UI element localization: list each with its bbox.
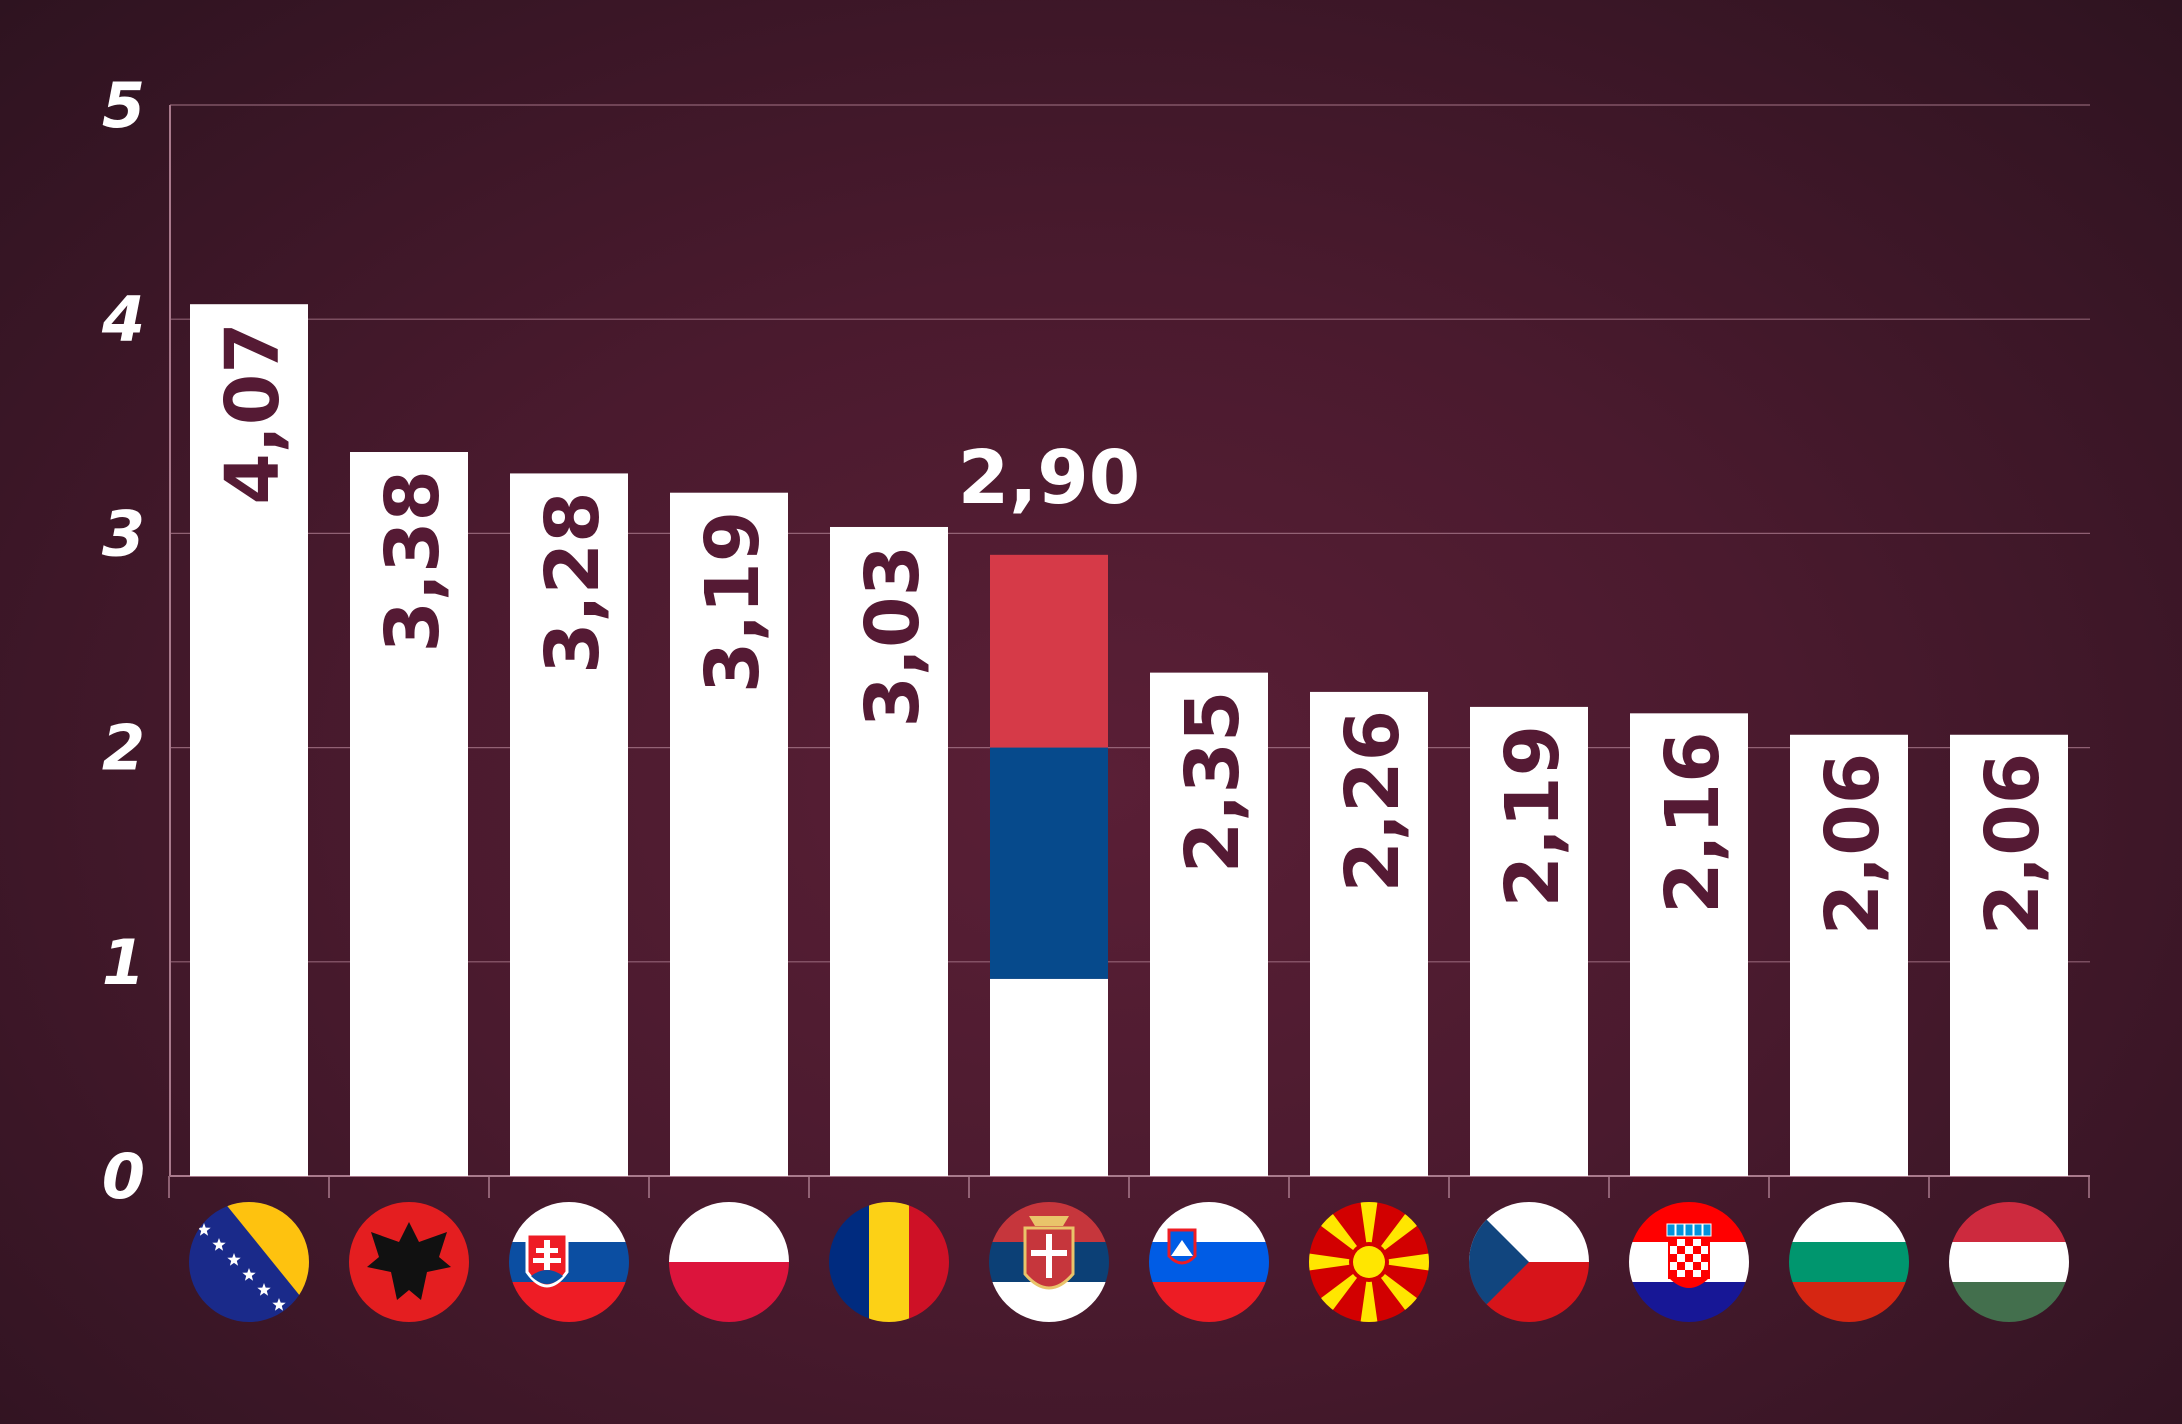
bars: [190, 304, 2068, 1176]
bar: [1310, 691, 1428, 1176]
y-axis: 0 1 2 3 4 5: [101, 69, 2090, 1213]
value-label: 3,19: [690, 511, 776, 694]
serbia-flag-icon: [989, 1202, 1109, 1322]
bosnia-flag-icon: [189, 1202, 309, 1322]
bar-segment-red: [990, 554, 1108, 748]
value-label: 2,19: [1490, 725, 1576, 908]
north-macedonia-flag-icon: [1309, 1202, 1429, 1322]
flag-icons: [189, 1202, 2069, 1322]
value-label: 2,06: [1810, 753, 1896, 936]
y-tick-label: 1: [102, 926, 145, 999]
value-label: 3,38: [370, 470, 456, 653]
value-label: 3,03: [850, 545, 936, 728]
bar: [1790, 734, 1908, 1176]
czech-flag-icon: [1469, 1202, 1589, 1322]
slovenia-flag-icon: [1149, 1202, 1269, 1322]
value-label: 3,28: [530, 491, 616, 674]
bar: [1470, 706, 1588, 1176]
poland-flag-icon: [669, 1202, 789, 1322]
bar: [670, 492, 788, 1176]
bar: [1630, 713, 1748, 1176]
value-labels: 4,07 3,38 3,28 3,19 3,03 2,90 2,35 2,26 2,19 2,16…: [210, 322, 2056, 935]
bar: [510, 473, 628, 1176]
y-tick-label: 0: [102, 1140, 145, 1213]
y-tick-label: 4: [101, 283, 145, 356]
bar: [350, 452, 468, 1176]
grid-lines: [170, 104, 2090, 963]
romania-flag-icon: [829, 1202, 949, 1322]
albania-flag-icon: [349, 1202, 469, 1322]
value-label: 4,07: [210, 322, 296, 505]
y-tick-label: 2: [102, 712, 145, 785]
value-label: 2,90: [958, 435, 1141, 521]
bar: [830, 526, 948, 1176]
y-tick-label: 3: [102, 497, 145, 570]
value-label: 2,26: [1330, 710, 1416, 893]
value-label: 2,35: [1170, 691, 1256, 874]
value-label: 2,06: [1970, 753, 2056, 936]
croatia-flag-icon: [1629, 1202, 1749, 1322]
bar: [190, 304, 308, 1176]
slovakia-flag-icon: [509, 1202, 629, 1322]
bar-serbia: [990, 554, 1108, 1176]
bar: [1150, 672, 1268, 1176]
y-tick-label: 5: [102, 69, 145, 142]
bulgaria-flag-icon: [1789, 1202, 1909, 1322]
hungary-flag-icon: [1949, 1202, 2069, 1322]
value-label: 2,16: [1650, 731, 1736, 914]
bar: [1950, 734, 2068, 1176]
bar-segment-blue: [990, 747, 1108, 979]
bar-segment-white: [990, 978, 1108, 1176]
